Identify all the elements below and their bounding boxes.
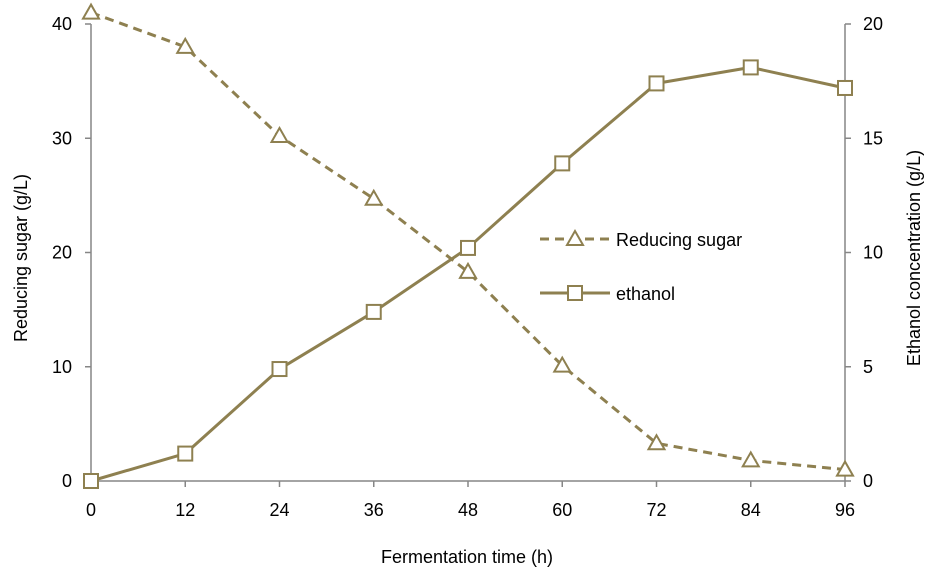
series-layer (81, 2, 855, 489)
data-point (458, 261, 478, 279)
data-point (646, 433, 667, 451)
y-left-tick-label: 10 (52, 357, 72, 377)
data-point (177, 445, 194, 462)
x-axis-title: Fermentation time (h) (381, 547, 553, 567)
y-axis-right-title: Ethanol concentration (g/L) (904, 150, 924, 366)
legend-label: Reducing sugar (616, 230, 742, 250)
y-axis-left-title: Reducing sugar (g/L) (11, 174, 31, 342)
x-tick-label: 0 (86, 500, 96, 520)
x-tick-label: 96 (835, 500, 855, 520)
legend: Reducing sugar ethanol (540, 228, 742, 304)
y-right-tick-label: 0 (863, 471, 873, 491)
y-right-tick-label: 10 (863, 243, 883, 263)
x-tick-label: 24 (269, 500, 289, 520)
data-point (835, 459, 855, 477)
series-line (90, 11, 846, 472)
y-right-tick-label: 5 (863, 357, 873, 377)
data-point (837, 79, 853, 96)
series-ethanol (83, 59, 853, 489)
data-point (269, 125, 290, 143)
x-tick-label: 72 (646, 500, 666, 520)
y-right-tick-label: 15 (863, 128, 883, 148)
data-point (648, 75, 665, 92)
x-tick-label: 12 (175, 500, 195, 520)
data-point (460, 239, 476, 256)
data-point (175, 36, 195, 54)
y-left-tick-label: 30 (52, 128, 72, 148)
x-tick-label: 84 (741, 500, 761, 520)
axes: 0 12 24 36 48 60 72 84 96 0 10 20 30 40 0 5 10 15 20 (52, 14, 883, 520)
y-left-tick-label: 20 (52, 243, 72, 263)
legend-marker (567, 285, 583, 301)
data-point (554, 155, 571, 172)
x-tick-label: 48 (458, 500, 478, 520)
data-point (81, 2, 101, 20)
data-point (742, 59, 759, 76)
x-tick-label: 60 (552, 500, 572, 520)
y-left-tick-label: 0 (62, 471, 72, 491)
data-point (365, 303, 382, 320)
legend-entry: ethanol (540, 284, 675, 304)
legend-marker (565, 228, 585, 246)
data-point (741, 450, 761, 468)
x-tick-label: 36 (364, 500, 384, 520)
y-right-tick-label: 20 (863, 14, 883, 34)
data-point (552, 355, 572, 373)
data-point (364, 188, 384, 206)
data-point (83, 473, 99, 489)
y-left-tick-label: 40 (52, 14, 72, 34)
data-point (271, 361, 288, 378)
legend-label: ethanol (616, 284, 675, 304)
series-reducing-sugar (81, 2, 855, 477)
legend-entry: Reducing sugar (540, 228, 742, 250)
